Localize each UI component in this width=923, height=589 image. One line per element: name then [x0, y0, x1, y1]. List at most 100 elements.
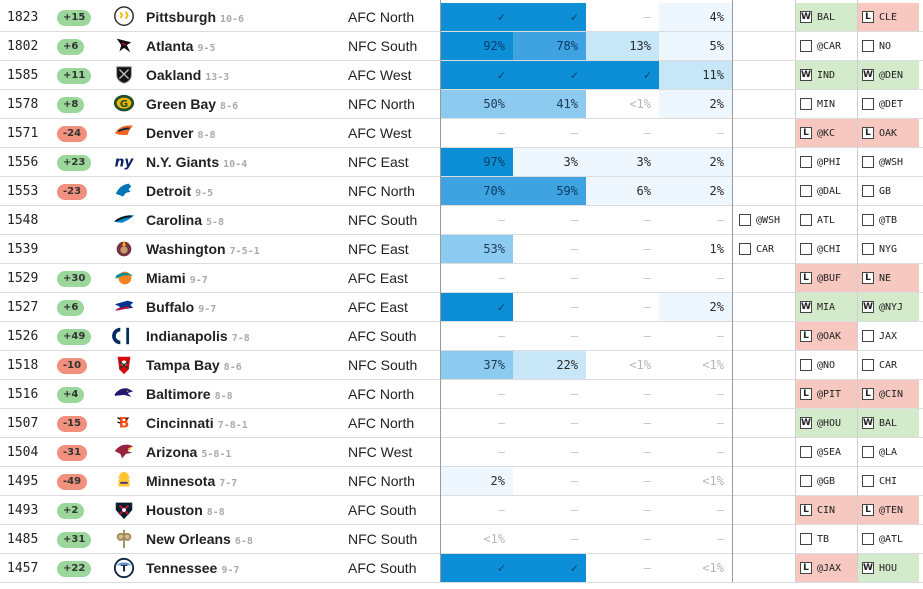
- game-opponent: @PHI: [817, 157, 842, 168]
- make-playoffs-prob: –: [440, 119, 513, 148]
- elo-rating: 1527: [7, 300, 39, 315]
- make-playoffs-prob: –: [440, 264, 513, 293]
- elo-change-badge: +15: [57, 10, 92, 26]
- first-round-bye-prob: –: [586, 380, 659, 409]
- elo-rating: 1571: [7, 126, 39, 141]
- win-super-bowl-prob: <1%: [659, 467, 732, 496]
- win-division-prob: –: [513, 496, 586, 525]
- win-super-bowl-prob: 2%: [659, 293, 732, 322]
- game-opponent: CAR: [756, 244, 775, 255]
- game-pick-checkbox[interactable]: W: [862, 301, 874, 313]
- game-pick-checkbox[interactable]: [739, 243, 751, 255]
- make-playoffs-prob: ✓: [440, 554, 513, 583]
- game-pick-checkbox[interactable]: L: [800, 562, 812, 574]
- game-pick-checkbox[interactable]: [800, 359, 812, 371]
- first-round-bye-prob: –: [586, 3, 659, 32]
- game-pick-checkbox[interactable]: [862, 243, 874, 255]
- row-divider: [0, 234, 923, 235]
- game-pick-checkbox[interactable]: [862, 446, 874, 458]
- first-round-bye-prob: 13%: [586, 32, 659, 61]
- game-pick-checkbox[interactable]: [800, 475, 812, 487]
- elo-change-badge: +4: [57, 387, 85, 403]
- game-pick-checkbox[interactable]: [800, 98, 812, 110]
- game-pick-checkbox[interactable]: [862, 533, 874, 545]
- elo-change-badge: +2: [57, 503, 85, 519]
- win-super-bowl-prob: –: [659, 322, 732, 351]
- row-divider: [0, 176, 923, 177]
- elo-change-badge: -15: [57, 416, 88, 432]
- game-pick-checkbox[interactable]: [862, 40, 874, 52]
- elo-change-badge: +8: [57, 97, 85, 113]
- game-cell-b: W MIA: [796, 293, 857, 322]
- game-pick-checkbox[interactable]: [862, 214, 874, 226]
- game-pick-checkbox[interactable]: [862, 156, 874, 168]
- win-super-bowl-prob: 11%: [659, 61, 732, 90]
- game-pick-checkbox[interactable]: L: [862, 127, 874, 139]
- win-super-bowl-prob: –: [659, 409, 732, 438]
- game-cell-a: [735, 90, 796, 119]
- elo-rating: 1556: [7, 155, 39, 170]
- game-opponent: @OAK: [817, 331, 842, 342]
- game-pick-checkbox[interactable]: L: [800, 127, 812, 139]
- team-name: Oakland 13-3: [146, 61, 229, 90]
- elo-rating: 1802: [7, 39, 39, 54]
- game-cell-b: @CAR: [796, 32, 857, 61]
- team-name: Washington 7-5-1: [146, 235, 260, 264]
- game-pick-checkbox[interactable]: [800, 185, 812, 197]
- elo-rating: 1529: [7, 271, 39, 286]
- game-pick-checkbox[interactable]: W: [800, 11, 812, 23]
- game-cell-a: [735, 148, 796, 177]
- game-opponent: IND: [817, 70, 836, 81]
- game-opponent: @CAR: [817, 41, 842, 52]
- game-pick-checkbox[interactable]: W: [862, 417, 874, 429]
- elo-change-badge: +49: [57, 329, 92, 345]
- team-division: AFC North: [348, 9, 415, 25]
- game-pick-checkbox[interactable]: [800, 243, 812, 255]
- team-record: 9-7: [221, 565, 240, 576]
- game-pick-checkbox[interactable]: W: [862, 562, 874, 574]
- game-pick-checkbox[interactable]: [800, 446, 812, 458]
- game-pick-checkbox[interactable]: [862, 330, 874, 342]
- game-pick-checkbox[interactable]: [739, 214, 751, 226]
- team-name-text: Washington: [146, 241, 226, 257]
- first-round-bye-prob: ✓: [586, 61, 659, 90]
- game-pick-checkbox[interactable]: [800, 214, 812, 226]
- game-pick-checkbox[interactable]: L: [800, 330, 812, 342]
- game-cell-c: GB: [858, 177, 919, 206]
- team-division: AFC West: [348, 125, 412, 141]
- game-pick-checkbox[interactable]: L: [862, 388, 874, 400]
- game-cell-a: [735, 177, 796, 206]
- game-pick-checkbox[interactable]: [862, 98, 874, 110]
- row-divider: [0, 292, 923, 293]
- game-pick-checkbox[interactable]: L: [800, 504, 812, 516]
- table-row: 1556 +23 ny N.Y. Giants 10-4 NFC East 97% 3% 3% 2…: [0, 148, 923, 177]
- make-playoffs-prob: 37%: [440, 351, 513, 380]
- game-pick-checkbox[interactable]: [800, 40, 812, 52]
- game-opponent: @CIN: [879, 389, 904, 400]
- team-division: AFC West: [348, 67, 412, 83]
- game-opponent: @PIT: [817, 389, 842, 400]
- game-pick-checkbox[interactable]: L: [862, 11, 874, 23]
- game-pick-checkbox[interactable]: L: [862, 504, 874, 516]
- game-pick-checkbox[interactable]: [862, 475, 874, 487]
- game-pick-checkbox[interactable]: W: [800, 417, 812, 429]
- game-pick-checkbox[interactable]: [800, 533, 812, 545]
- team-name: Arizona 5-8-1: [146, 438, 231, 467]
- row-divider: [0, 553, 923, 554]
- game-pick-checkbox[interactable]: L: [800, 388, 812, 400]
- row-divider: [0, 350, 923, 351]
- game-opponent: BAL: [817, 12, 836, 23]
- game-pick-checkbox[interactable]: L: [800, 272, 812, 284]
- team-record: 7-8: [231, 333, 250, 344]
- game-pick-checkbox[interactable]: L: [862, 272, 874, 284]
- game-pick-checkbox[interactable]: [862, 359, 874, 371]
- team-division: NFC North: [348, 473, 415, 489]
- game-pick-checkbox[interactable]: [862, 185, 874, 197]
- game-pick-checkbox[interactable]: [800, 156, 812, 168]
- row-divider: [0, 321, 923, 322]
- game-pick-checkbox[interactable]: W: [862, 69, 874, 81]
- make-playoffs-prob: 2%: [440, 467, 513, 496]
- game-pick-checkbox[interactable]: W: [800, 69, 812, 81]
- game-pick-checkbox[interactable]: W: [800, 301, 812, 313]
